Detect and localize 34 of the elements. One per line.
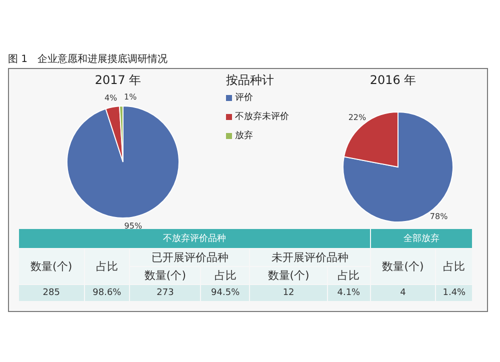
legend-label: 评价 [235, 92, 253, 104]
data-label: 95% [124, 222, 142, 231]
text: 98.6% [84, 285, 130, 301]
text: 已开展评价品种 [130, 249, 250, 266]
text: 1.4% [436, 285, 472, 301]
pie-slice [66, 106, 180, 218]
text: 全部放弃 [370, 229, 472, 248]
data-label: 4% [104, 94, 118, 103]
legend-label: 放弃 [235, 129, 253, 142]
caption: 图 1 企业意愿和进展摸底调研情况 [8, 52, 168, 66]
text: 4 [370, 285, 436, 301]
text: 数量(个) [19, 249, 84, 284]
text: 数量(个) [130, 267, 200, 284]
text: 数量(个) [250, 267, 327, 284]
pie-slice [342, 112, 454, 222]
text: 占比 [328, 267, 370, 284]
text: 占比 [201, 267, 250, 284]
text: 未开展评价品种 [250, 249, 370, 266]
data-label: 1% [124, 92, 138, 102]
text: 273 [130, 285, 200, 301]
data-label: 22% [348, 113, 366, 122]
text: 数量(个) [370, 249, 436, 284]
chart-title: 2017 年 [94, 72, 142, 89]
chart-title: 2016 年 [368, 72, 418, 89]
text: 占比 [436, 249, 472, 284]
text: 不放弃评价品种 [19, 229, 370, 248]
text: 94.5% [201, 285, 250, 301]
text: 占比 [84, 249, 130, 284]
text: 285 [19, 285, 84, 301]
data-label: 78% [430, 212, 448, 221]
text: 12 [250, 285, 327, 301]
legend-label: 不放弃未评价 [235, 110, 289, 123]
text: 4.1% [328, 285, 370, 301]
legend-title: 按品种计 [226, 72, 275, 89]
